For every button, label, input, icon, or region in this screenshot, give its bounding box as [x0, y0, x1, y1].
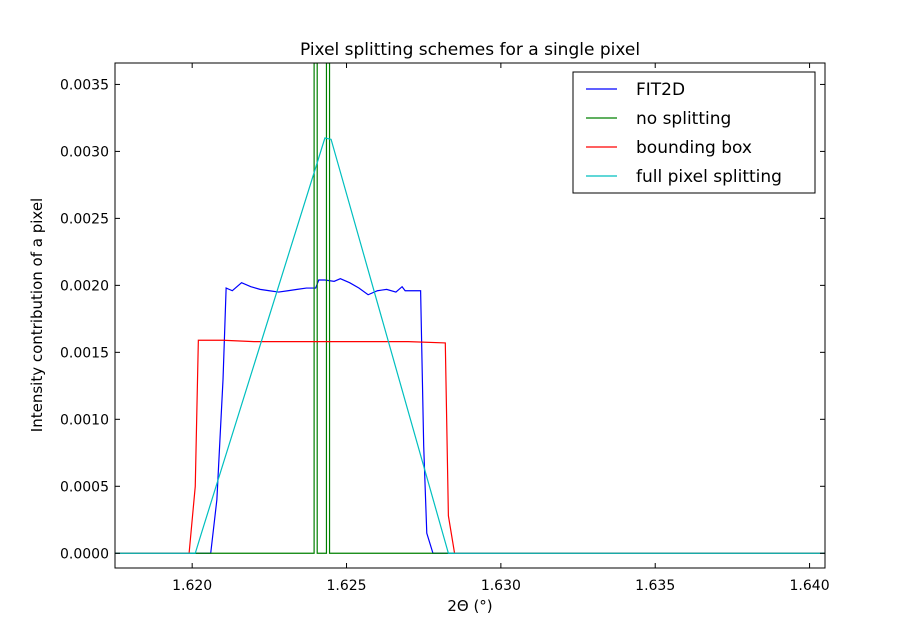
series-group: [115, 63, 825, 554]
legend-label-3: bounding box: [636, 138, 752, 158]
legend-box: [572, 71, 816, 194]
series-line-3: [115, 339, 825, 554]
y-tick-label: 0.0030: [60, 144, 109, 160]
legend-label-2: no splitting: [636, 109, 731, 129]
chart-title: Pixel splitting schemes for a single pix…: [300, 40, 640, 60]
y-tick-label: 0.0020: [60, 278, 109, 294]
y-tick-label: 0.0015: [60, 345, 109, 361]
x-tick-label: 1.625: [326, 578, 366, 594]
x-tick-label: 1.620: [172, 578, 212, 594]
x-axis-label: 2Θ (°): [447, 597, 492, 615]
x-tick-label: 1.640: [790, 578, 830, 594]
y-tick-label: 0.0025: [60, 211, 109, 227]
y-tick-label: 0.0000: [60, 546, 109, 562]
x-tick-label: 1.635: [635, 578, 675, 594]
series-line-1: [115, 278, 825, 554]
y-tick-label: 0.0035: [60, 77, 109, 93]
y-axis-label: Intensity contribution of a pixel: [28, 198, 46, 432]
x-tick-label: 1.630: [481, 578, 521, 594]
legend-label-1: FIT2D: [636, 80, 685, 100]
y-tick-label: 0.0005: [60, 479, 109, 495]
series-line-2: [115, 63, 825, 554]
legend-label-4: full pixel splitting: [636, 167, 782, 187]
legend: FIT2D no splitting bounding box full pixel …: [572, 71, 816, 194]
y-tick-label: 0.0010: [60, 412, 109, 428]
plot-frame: [114, 62, 826, 569]
series-line-4: [115, 137, 825, 554]
